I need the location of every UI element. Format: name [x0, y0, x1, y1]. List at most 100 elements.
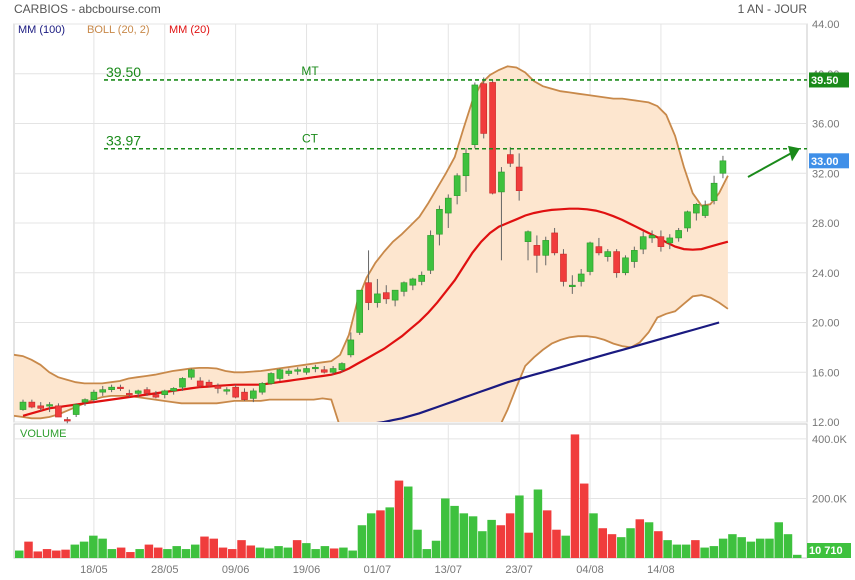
volume-bar [542, 510, 552, 558]
volume-bar [441, 498, 450, 558]
candle-body [37, 405, 45, 409]
volume-bar [579, 483, 589, 558]
price-tick-label: 28.00 [812, 218, 840, 230]
candle-body [214, 385, 222, 389]
candle-body [374, 293, 381, 303]
candle-body [409, 278, 417, 286]
candle-body [46, 404, 53, 407]
volume-bar [116, 547, 126, 558]
trend-arrow [747, 145, 800, 178]
volume-bar [163, 549, 172, 558]
candle-body [267, 373, 275, 384]
date-tick-label: 28/05 [151, 564, 179, 576]
candle-body [613, 251, 620, 274]
candle-body [232, 386, 239, 398]
volume-bar [468, 516, 478, 558]
volume-bar [357, 525, 367, 558]
volume-bar [209, 538, 218, 558]
volume-bar [626, 528, 635, 558]
candle-body [462, 153, 470, 177]
volume-bar [237, 540, 246, 558]
price-tick-label: 12.00 [812, 417, 840, 429]
candle-body [622, 257, 629, 274]
candle-body [161, 390, 169, 395]
candle-body [542, 240, 550, 256]
candle-body [320, 369, 328, 373]
mm100-line [376, 321, 720, 422]
volume-bar [635, 519, 645, 558]
date-tick-label: 19/06 [293, 564, 321, 576]
candle-body [28, 401, 36, 408]
date-tick-label: 01/07 [364, 564, 392, 576]
volume-bar [246, 545, 256, 558]
candle-body [639, 236, 647, 250]
candle-body [117, 386, 124, 389]
candle-body [631, 250, 638, 262]
mt-badge-text: 39.50 [811, 75, 839, 87]
candle-body [179, 378, 186, 388]
candle-body [338, 363, 346, 371]
candle-body [241, 391, 248, 400]
volume-bar [24, 541, 33, 558]
last-price-text: 33.00 [811, 156, 839, 168]
volume-bar [774, 522, 783, 558]
candle-body [143, 389, 151, 394]
ct-level-value: 33.97 [106, 133, 141, 149]
volume-tick-label: 200.0K [812, 493, 848, 505]
candle-body [347, 339, 355, 356]
candle-body [533, 245, 541, 256]
volume-bar [89, 535, 98, 558]
volume-bar [339, 547, 348, 558]
volume-bar [515, 495, 524, 558]
candle-body [586, 242, 594, 272]
chart-title: CARBIOS - abcbourse.com [14, 2, 161, 16]
volume-bar [663, 540, 672, 558]
candle-body [170, 388, 177, 392]
period-label: 1 AN - JOUR [738, 2, 808, 16]
last-volume-text: 10 710 [809, 545, 843, 557]
ct-level-name: CT [302, 132, 319, 146]
price-tick-label: 16.00 [812, 367, 840, 379]
volume-bar [144, 544, 154, 558]
candle-body [205, 381, 213, 387]
volume-bar [348, 550, 357, 558]
candle-body [152, 394, 160, 398]
candle-body [356, 289, 363, 333]
candle-body [223, 389, 231, 392]
candle-body [524, 231, 532, 242]
volume-bar [404, 486, 413, 558]
volume-bar [320, 546, 330, 558]
candle-body [99, 389, 107, 393]
candle-body [285, 370, 293, 374]
date-tick-label: 04/08 [576, 564, 604, 576]
volume-bar [190, 544, 200, 558]
volume-bar [218, 547, 228, 558]
price-tick-label: 20.00 [812, 318, 840, 330]
volume-bar [765, 538, 774, 558]
bollinger-upper [14, 65, 729, 385]
mm20-line [22, 207, 729, 417]
candle-body [710, 182, 718, 201]
candle-body [560, 253, 567, 282]
candle-body [657, 236, 665, 247]
candle-body [188, 369, 195, 378]
candle-body [515, 166, 523, 191]
volume-bar [98, 538, 107, 558]
candle-body [329, 368, 337, 373]
volume-bar [385, 507, 394, 558]
candle-body [693, 204, 700, 214]
candle-body [595, 246, 603, 254]
candle-body [294, 369, 301, 372]
volume-bar [302, 543, 311, 558]
volume-bar [311, 549, 320, 558]
volume-bar [487, 519, 496, 558]
candle-body [126, 393, 133, 396]
mt-level-name: MT [301, 64, 319, 78]
candle-body [382, 292, 390, 300]
candle-body [471, 84, 479, 145]
candle-body [64, 419, 71, 422]
candle-body [453, 175, 461, 196]
candle-body [418, 274, 426, 282]
volume-bar [292, 540, 302, 558]
